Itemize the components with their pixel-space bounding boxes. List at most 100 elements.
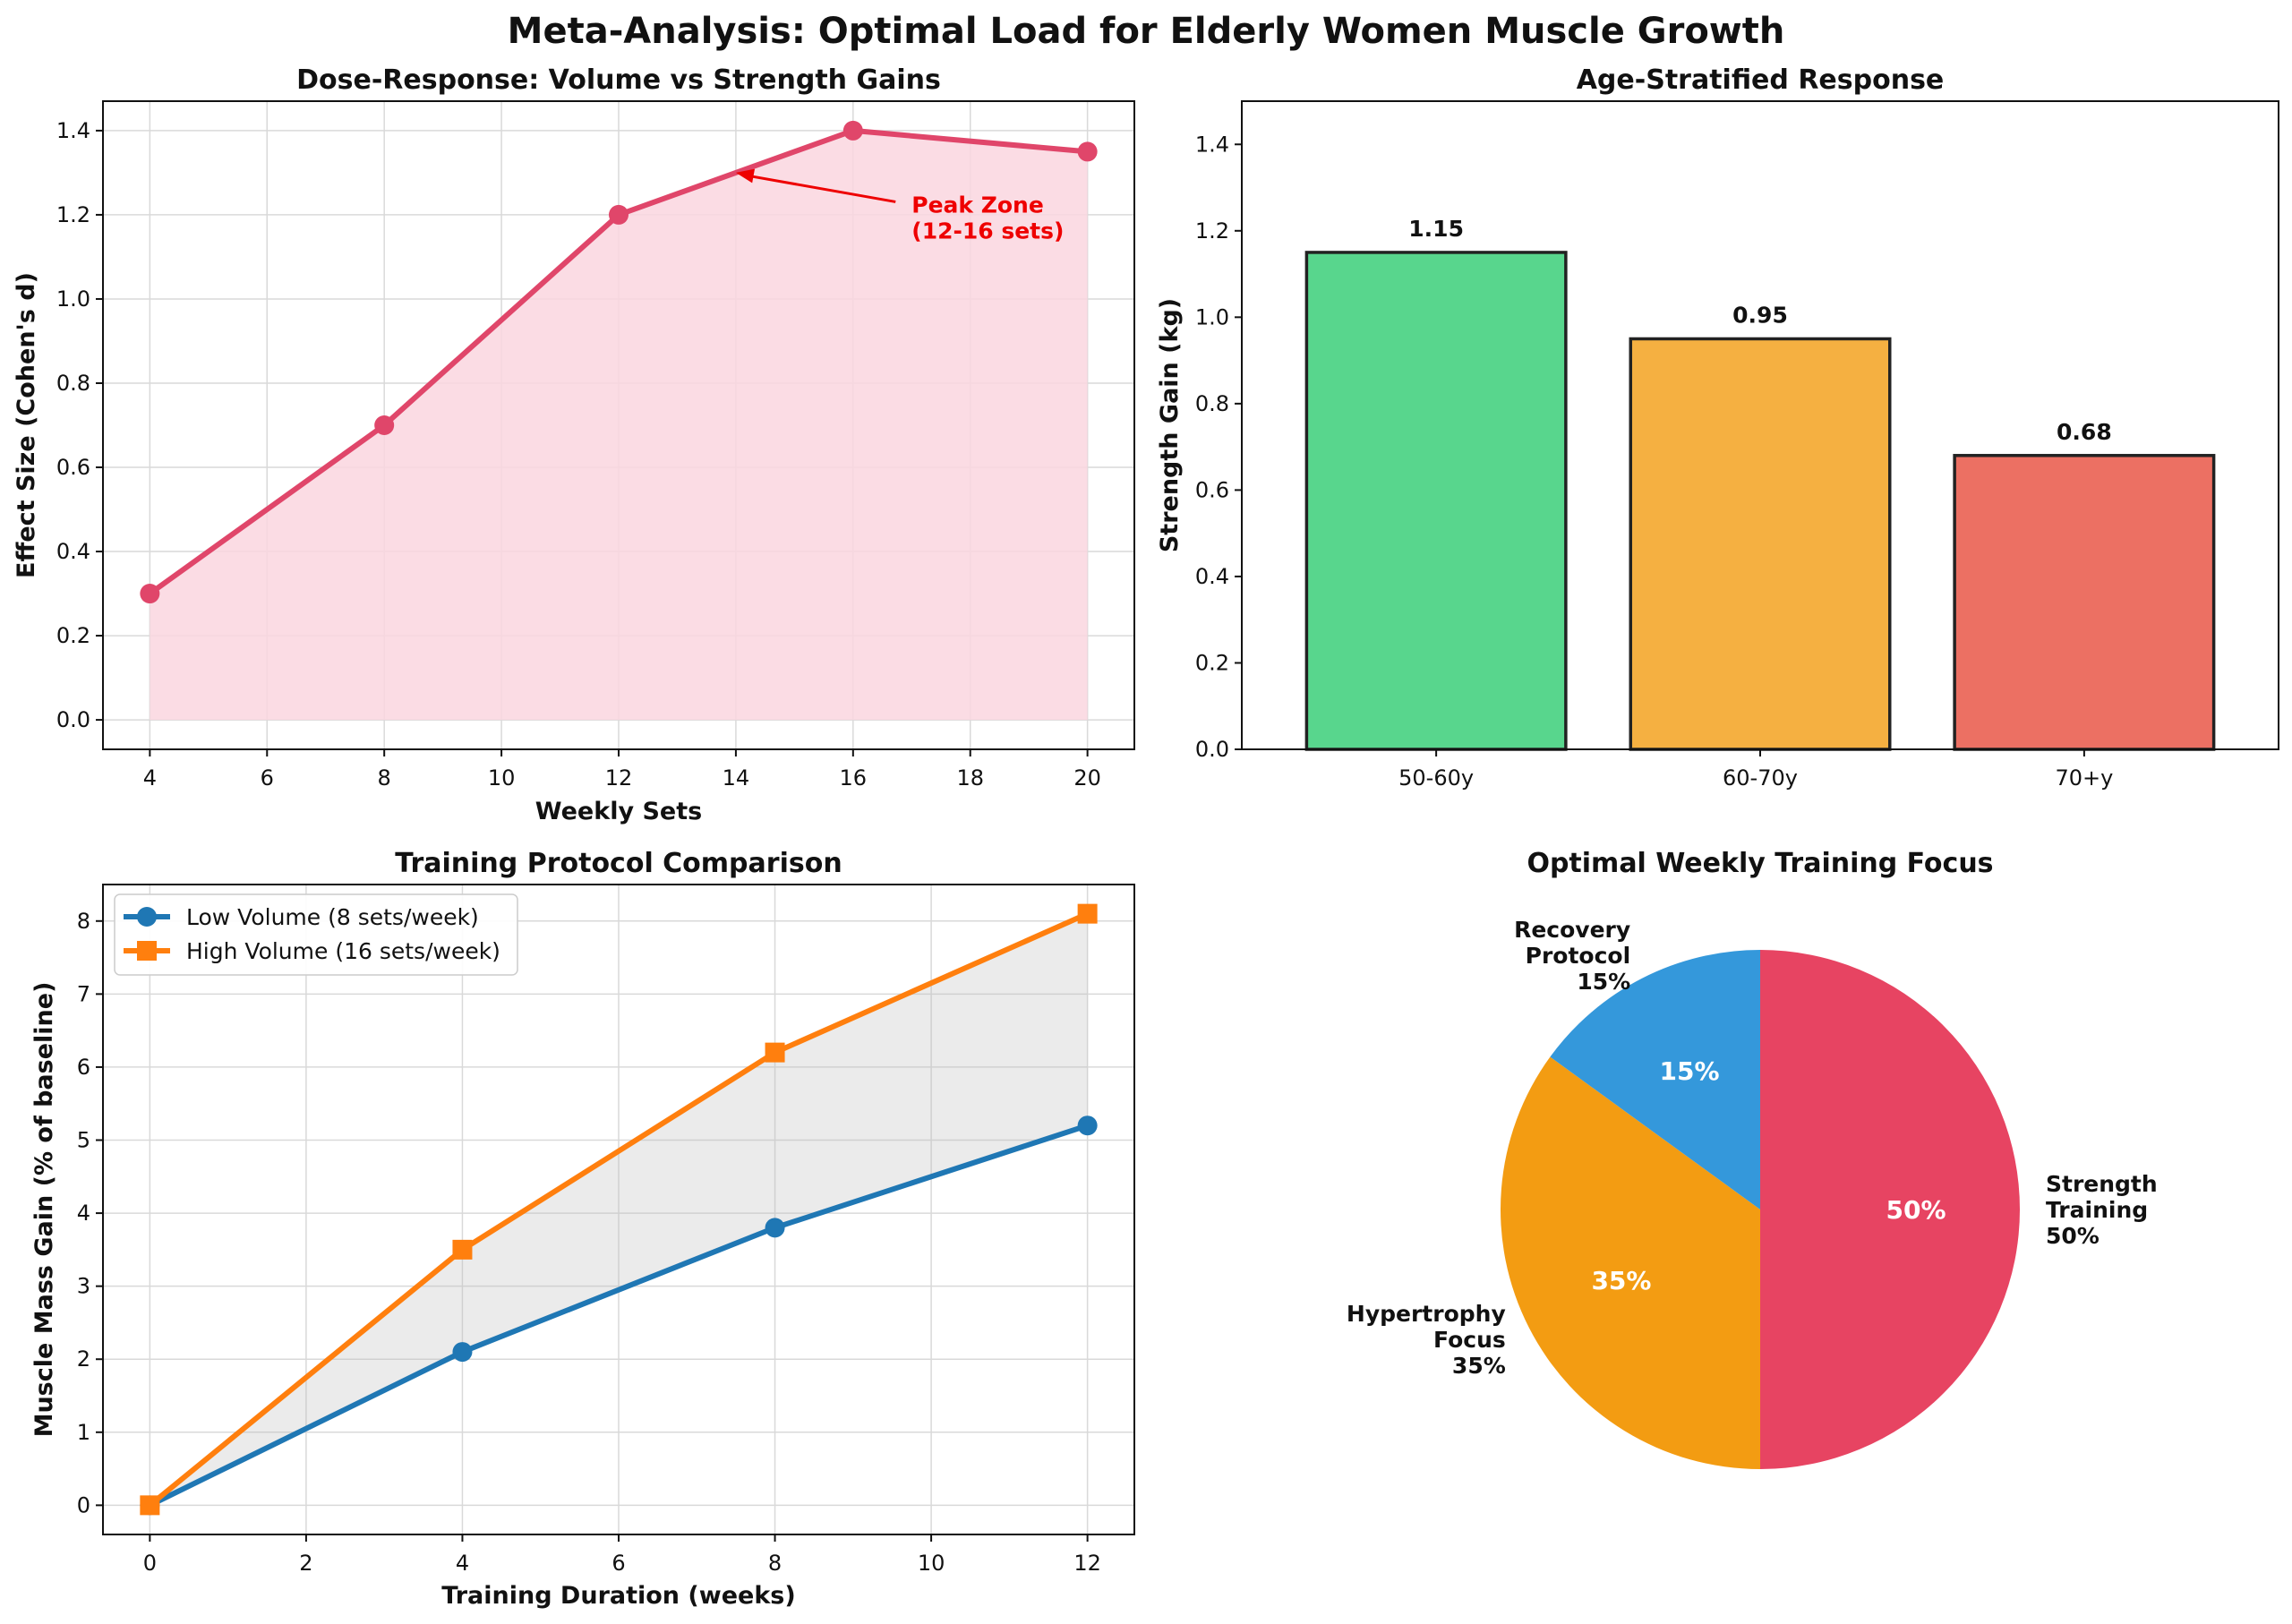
x-tick-label: 14 — [723, 765, 750, 791]
x-tick-label: 0 — [143, 1551, 157, 1576]
y-axis-label: Strength Gain (kg) — [1156, 298, 1184, 552]
bar-value-label: 0.95 — [1732, 302, 1788, 328]
y-tick-label: 0.8 — [1195, 391, 1229, 416]
x-tick-label: 60-70y — [1723, 765, 1798, 791]
x-tick-label: 18 — [956, 765, 984, 791]
x-tick-label: 50-60y — [1398, 765, 1474, 791]
y-tick-label: 1.4 — [1195, 132, 1229, 157]
y-axis-label: Muscle Mass Gain (% of baseline) — [30, 982, 58, 1438]
x-tick-label: 12 — [605, 765, 633, 791]
y-tick-label: 7 — [77, 981, 90, 1006]
y-tick-label: 0.0 — [56, 707, 90, 732]
y-tick-label: 0.2 — [56, 623, 90, 648]
y-tick-label: 0.4 — [1195, 564, 1229, 589]
pie-slice — [1760, 950, 2020, 1469]
annotation-arrow-head — [735, 168, 756, 184]
x-tick-label: 4 — [143, 765, 157, 791]
bar-value-label: 0.68 — [2057, 419, 2112, 445]
x-tick-label: 8 — [768, 1551, 782, 1576]
y-tick-label: 1.0 — [1195, 304, 1229, 329]
series-line — [149, 1123, 1089, 1509]
annotation-text: (12-16 sets) — [911, 218, 1064, 244]
data-point — [140, 584, 160, 604]
panel-title: Training Protocol Comparison — [395, 848, 842, 879]
annotation-text: Peak Zone — [911, 192, 1044, 218]
annotation-arrow-line — [740, 173, 896, 203]
x-axis-label: Weekly Sets — [535, 798, 702, 825]
bar — [1953, 454, 2216, 751]
pie-slice-label: 15% — [1577, 969, 1630, 995]
y-tick-label: 1.4 — [56, 118, 90, 143]
x-axis-label: Training Duration (weeks) — [441, 1582, 795, 1610]
y-tick-label: 0 — [77, 1492, 90, 1517]
y-tick-label: 2 — [77, 1346, 90, 1372]
y-tick-label: 3 — [77, 1274, 90, 1299]
legend-box — [114, 893, 518, 976]
y-tick-label: 0.0 — [1195, 737, 1229, 762]
y-tick-label: 8 — [77, 909, 90, 934]
pie-slice-label: 35% — [1452, 1353, 1506, 1379]
y-axis-label: Effect Size (Cohen's d) — [13, 272, 40, 578]
pie-slice — [1550, 950, 1760, 1209]
dose-response-chart: Peak Zone(12-16 sets) 0.0 0.2 0.4 0.6 0.8 1.0 1… — [13, 64, 1135, 825]
x-tick-label: 12 — [1073, 1551, 1101, 1576]
panel-title: Optimal Weekly Training Focus — [1527, 848, 1993, 879]
data-point — [765, 1218, 785, 1238]
axes-frame — [1241, 100, 2279, 750]
panel-title: Dose-Response: Volume vs Strength Gains — [296, 64, 941, 96]
y-tick-label: 0.6 — [56, 455, 90, 480]
x-tick-label: 2 — [299, 1551, 312, 1576]
pie-slice-label: 50% — [2046, 1223, 2100, 1249]
y-tick-label: 0.4 — [56, 539, 90, 564]
y-tick-label: 0.6 — [1195, 477, 1229, 502]
figure-title: Meta-Analysis: Optimal Load for Elderly … — [508, 11, 1785, 52]
data-point — [374, 415, 395, 435]
legend-label: Low Volume (8 sets/week) — [186, 904, 479, 930]
data-point — [452, 1342, 473, 1363]
pie-slice — [1500, 1056, 1760, 1469]
data-point — [140, 1495, 160, 1516]
pie-slice-label: Training — [2046, 1197, 2148, 1223]
x-tick-label: 6 — [611, 1551, 625, 1576]
x-tick-label: 16 — [840, 765, 868, 791]
pie-percent-label: 35% — [1591, 1266, 1651, 1295]
bar — [1629, 337, 1892, 751]
pie-slice-label: Strength — [2046, 1171, 2158, 1197]
y-tick-label: 1 — [77, 1420, 90, 1445]
y-tick-label: 1.2 — [1195, 218, 1229, 244]
pie-slice-label: Recovery — [1514, 917, 1630, 943]
data-point — [1077, 1115, 1098, 1136]
age-stratified-chart: 1.15 50-60y 0.95 60-70y 0.68 70+y 0.0 0.2 0.4 0.6… — [1156, 64, 2279, 791]
y-tick-label: 0.8 — [56, 371, 90, 396]
pie-slice-label: Hypertrophy — [1347, 1301, 1506, 1327]
y-tick-label: 6 — [77, 1055, 90, 1080]
training-focus-pie: 50%StrengthTraining50%35%HypertrophyFocu… — [1347, 848, 2158, 1469]
pie-percent-label: 15% — [1659, 1056, 1719, 1086]
x-tick-label: 10 — [488, 765, 516, 791]
legend-label: High Volume (16 sets/week) — [186, 938, 500, 964]
bar — [1304, 251, 1568, 751]
x-tick-label: 70+y — [2055, 765, 2113, 791]
area-fill — [150, 130, 1088, 721]
data-point — [452, 1239, 473, 1260]
data-point — [609, 204, 629, 225]
data-point — [1077, 141, 1098, 162]
y-tick-label: 0.2 — [1195, 650, 1229, 675]
x-tick-label: 6 — [261, 765, 274, 791]
y-tick-label: 4 — [77, 1201, 90, 1226]
pie-slice-label: Protocol — [1526, 943, 1631, 969]
x-tick-label: 4 — [456, 1551, 469, 1576]
data-point — [765, 1042, 785, 1063]
y-tick-label: 5 — [77, 1128, 90, 1153]
data-point — [1077, 903, 1098, 924]
legend-swatch-marker — [137, 907, 157, 927]
panel-title: Age-Stratified Response — [1577, 64, 1945, 96]
legend-swatch-marker — [137, 941, 157, 961]
x-tick-label: 20 — [1073, 765, 1101, 791]
area-between — [150, 913, 1088, 1506]
data-point — [842, 120, 863, 141]
series-line — [148, 910, 1089, 1508]
y-tick-label: 1.0 — [56, 286, 90, 312]
